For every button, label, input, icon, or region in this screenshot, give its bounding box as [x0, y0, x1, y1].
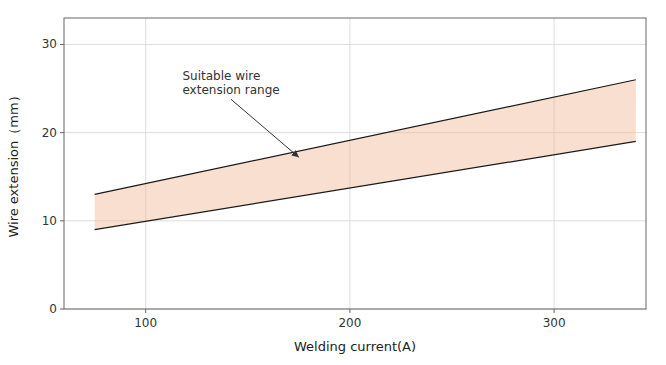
tick-label-x: 100 — [134, 316, 157, 330]
grid-line-y — [64, 44, 646, 45]
tick-label-y: 30 — [42, 37, 57, 51]
tick-y — [60, 44, 64, 45]
grid — [64, 18, 646, 309]
tick-label-y: 0 — [49, 302, 57, 316]
chart: 100 200 300 0 10 20 30 Welding current(A) Wire e… — [0, 0, 666, 365]
tick-label-y: 10 — [42, 214, 57, 228]
tick-x — [145, 309, 146, 313]
tick-x — [554, 309, 555, 313]
tick-label-x: 200 — [338, 316, 361, 330]
tick-y — [60, 220, 64, 221]
x-axis-label: Welding current(A) — [294, 339, 416, 354]
plot-frame — [64, 18, 646, 309]
y-axis-label: Wire extension（mm） — [6, 89, 21, 237]
band-line — [95, 141, 636, 229]
band-line — [95, 80, 636, 195]
plot-area — [95, 80, 636, 230]
annotation-text: Suitable wireextension range — [182, 69, 279, 97]
grid-line-x — [554, 18, 555, 309]
annotation-line: extension range — [182, 83, 279, 97]
annotation-arrow — [231, 99, 299, 157]
tick-y — [60, 132, 64, 133]
annotation-line: Suitable wire — [182, 69, 260, 83]
band-area — [95, 80, 636, 230]
tick-label-y: 20 — [42, 126, 57, 140]
tick-y — [60, 309, 64, 310]
tick-label-x: 300 — [543, 316, 566, 330]
grid-line-x — [145, 18, 146, 309]
axes: 100 200 300 0 10 20 30 — [42, 37, 566, 330]
tick-x — [349, 309, 350, 313]
annotation: Suitable wireextension range — [182, 69, 298, 157]
